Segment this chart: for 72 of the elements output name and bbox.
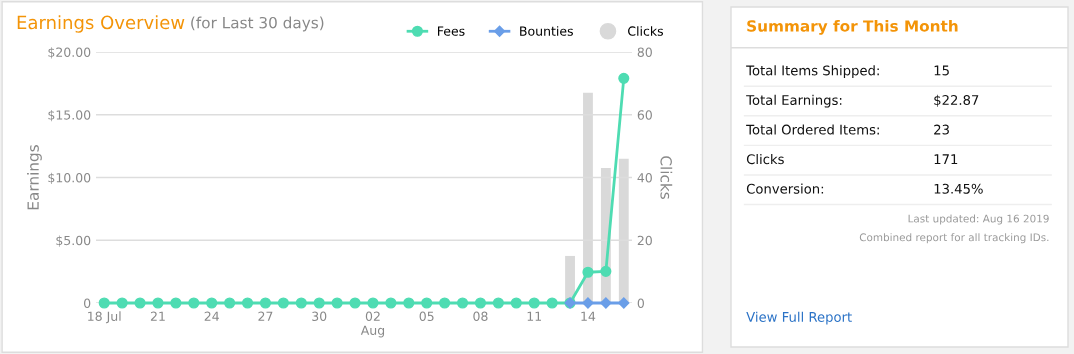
y2-tick-label: 0 (637, 298, 644, 308)
point (600, 265, 612, 277)
point (188, 297, 200, 309)
y2-tick-label: 60 (637, 110, 652, 120)
x-tick-label: 05 (419, 311, 434, 322)
x-tick-label: 08 (473, 311, 488, 322)
point (98, 297, 110, 309)
point (224, 297, 236, 309)
point (116, 297, 128, 309)
y2-tick-label: 80 (637, 47, 652, 57)
text: Combined report for all tracking IDs. (859, 233, 1049, 244)
x-tick-label: 18 Jul (88, 311, 121, 324)
point (492, 297, 504, 309)
text: Last updated: Aug 16 2019 (908, 214, 1049, 225)
chart-subtitle: (for Last 30 days) (191, 16, 324, 32)
y-tick-label: $20.00 (48, 47, 91, 59)
x-tick-label: 02 Aug (360, 311, 385, 338)
point (277, 297, 289, 309)
point (367, 297, 379, 309)
x-tick-label: 14 (581, 311, 596, 321)
text: Summary for This Month (747, 19, 958, 35)
text: Conversion: (746, 183, 824, 194)
text: View Full Report (746, 311, 852, 325)
x-tick-label: 30 (312, 311, 327, 322)
point (259, 297, 272, 309)
text: 23 (934, 124, 949, 135)
y2-axis-title: Clicks (660, 156, 673, 199)
point (439, 297, 451, 309)
point (241, 297, 254, 309)
point (385, 297, 397, 309)
text: $22.87 (934, 94, 979, 107)
y-tick-label: $10.00 (48, 172, 91, 185)
y2-tick-label: 20 (637, 235, 652, 246)
x-tick-label: 11 (527, 311, 541, 321)
chart-title: Earnings Overview (17, 15, 185, 33)
point (474, 297, 487, 309)
point (403, 297, 415, 309)
point (546, 297, 558, 309)
x-tick-label: 24 (204, 311, 219, 321)
text: Total Earnings: (746, 94, 842, 108)
y2-tick-label: 40 (637, 172, 652, 183)
text: Total Items Shipped: (746, 65, 879, 78)
point (528, 297, 540, 309)
legend-label: Clicks (628, 26, 664, 36)
y-tick-label: $5.00 (56, 235, 91, 247)
point (313, 297, 325, 309)
point (618, 297, 630, 309)
y-tick-label: 0 (84, 298, 91, 308)
text: 15 (934, 65, 949, 76)
point (170, 297, 182, 309)
point (349, 297, 361, 309)
point (134, 297, 146, 309)
x-tick-label: 21 (150, 311, 165, 321)
text: Clicks (746, 153, 784, 165)
point (618, 72, 630, 84)
point (456, 297, 469, 309)
point (152, 297, 164, 309)
legend-label: Bounties (520, 26, 573, 36)
y-tick-label: $15.00 (48, 110, 91, 122)
point (510, 297, 522, 309)
text: Total Ordered Items: (746, 124, 879, 135)
legend-label: Fees (438, 26, 465, 36)
point (331, 297, 343, 309)
point (600, 297, 612, 309)
point (421, 297, 433, 309)
text: 13.45% (934, 183, 983, 194)
y-axis-title: Earnings (27, 145, 42, 210)
point (295, 297, 307, 309)
text: 171 (934, 154, 958, 164)
x-tick-label: 27 (258, 311, 273, 321)
point (206, 297, 218, 309)
point (582, 266, 594, 278)
